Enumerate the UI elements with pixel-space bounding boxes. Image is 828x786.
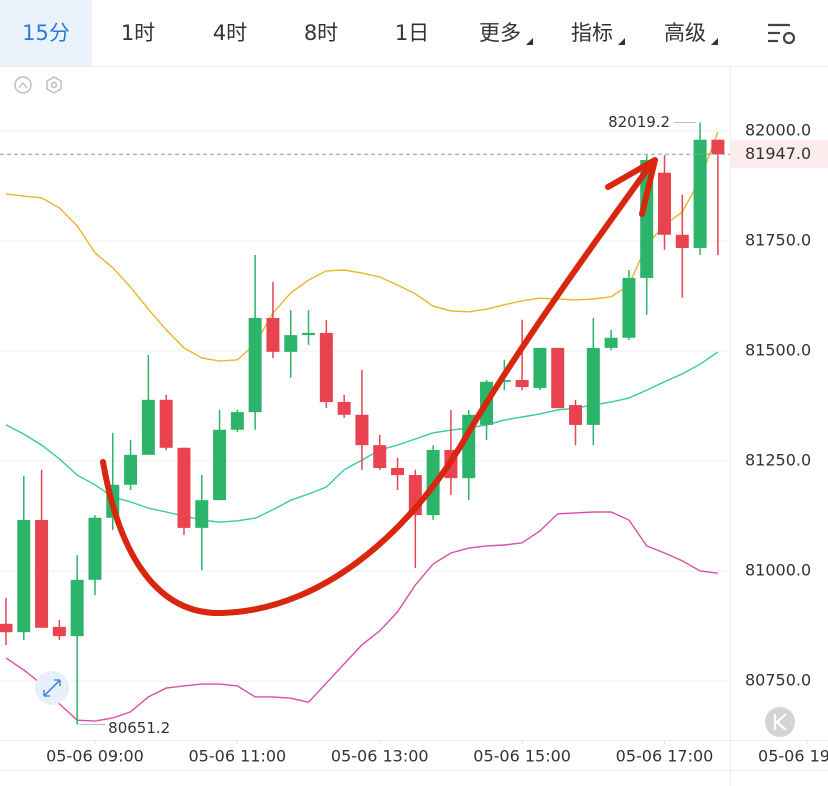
y-tick-label: 81750.0 — [745, 230, 811, 249]
active-tab-bg — [0, 0, 92, 66]
settings-hex-dot — [50, 81, 58, 89]
candle-body — [70, 579, 84, 637]
dropdown-caret — [618, 38, 625, 45]
kline-glyph — [773, 713, 787, 731]
candle-body — [248, 317, 262, 413]
candle-body — [159, 399, 173, 448]
candle-body — [711, 139, 725, 155]
y-tick-label: 81250.0 — [745, 450, 811, 469]
candle-body — [0, 623, 13, 633]
expand-glyph — [43, 679, 61, 697]
expand-button[interactable] — [35, 671, 69, 705]
tab-bar: 15分 1时 4时 8时 1日 更多 指标 高级 — [22, 21, 718, 45]
candle-body — [17, 519, 31, 633]
candle-body — [658, 172, 672, 235]
dropdown-caret — [711, 38, 718, 45]
candle-body — [177, 447, 191, 528]
candle-body — [141, 399, 155, 455]
candle-body — [284, 335, 298, 352]
candle-body — [693, 139, 707, 248]
candle-body — [604, 337, 618, 348]
candle-body — [586, 347, 600, 425]
tab[interactable]: 4时 — [213, 21, 247, 45]
y-tick-label: 80750.0 — [745, 671, 811, 690]
tab[interactable]: 1日 — [395, 21, 429, 45]
dropdown-caret — [526, 38, 533, 45]
candle-body — [551, 347, 565, 409]
settings-hex[interactable] — [46, 76, 62, 94]
x-tick-label: 05-06 09:00 — [46, 747, 144, 766]
kline-button[interactable] — [765, 707, 795, 737]
annotation-arrow — [100, 157, 658, 617]
x-tick-label: 05-06 11:00 — [189, 747, 287, 766]
candle-body — [497, 380, 511, 382]
candle-body — [675, 234, 689, 248]
collapse-chevron — [18, 81, 28, 89]
tab[interactable]: 8时 — [304, 21, 338, 45]
candle-body — [515, 380, 529, 388]
candle-body — [213, 429, 227, 501]
candle-body — [230, 412, 244, 430]
candle-body — [569, 405, 583, 425]
tab[interactable]: 1时 — [121, 21, 155, 45]
candle-body — [35, 519, 49, 628]
candle-body — [195, 500, 209, 528]
candle-body — [52, 626, 66, 637]
band-line — [5, 131, 719, 362]
y-tick-label: 81000.0 — [745, 561, 811, 580]
candle-body — [622, 277, 636, 338]
tab[interactable]: 高级 — [664, 21, 706, 45]
low-label: 80651.2 — [108, 719, 170, 737]
candle-body — [302, 332, 316, 336]
settings-icon[interactable] — [768, 23, 796, 45]
arrow-curve — [100, 160, 655, 617]
kline-bg — [765, 707, 795, 737]
tab[interactable]: 指标 — [571, 21, 613, 45]
collapse-icon[interactable] — [14, 76, 32, 94]
y-tick-label: 81500.0 — [745, 340, 811, 359]
candle-body — [319, 332, 333, 403]
candle-body — [88, 517, 102, 580]
candle-body — [391, 468, 405, 476]
last-price-box — [731, 140, 828, 169]
plot: 80750.0 81000.0 81250.0 81500.0 81750.0 82000… — [0, 113, 828, 766]
candle-body — [337, 402, 351, 415]
high-label: 82019.2 — [608, 113, 670, 131]
x-tick-label: 05-06 19:00 — [758, 747, 828, 766]
toolbar-icons — [14, 76, 62, 94]
icon-gear — [782, 31, 796, 45]
candle-body — [266, 317, 280, 352]
x-tick-label: 05-06 17:00 — [616, 747, 714, 766]
last-price-label: 81947.0 — [745, 144, 811, 163]
y-tick-label: 82000.0 — [745, 120, 811, 139]
x-tick-label: 05-06 15:00 — [473, 747, 571, 766]
candle-body — [355, 414, 369, 446]
band-line — [5, 511, 718, 722]
arrow-head — [605, 157, 658, 217]
tab[interactable]: 更多 — [479, 21, 521, 45]
candle-body — [533, 347, 547, 388]
tab[interactable]: 15分 — [22, 21, 70, 45]
x-tick-label: 05-06 13:00 — [331, 747, 429, 766]
candle-body — [124, 454, 138, 485]
candle-body — [373, 445, 387, 469]
